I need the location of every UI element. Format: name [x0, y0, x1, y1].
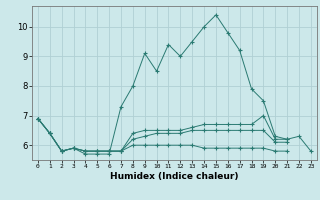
X-axis label: Humidex (Indice chaleur): Humidex (Indice chaleur) — [110, 172, 239, 181]
